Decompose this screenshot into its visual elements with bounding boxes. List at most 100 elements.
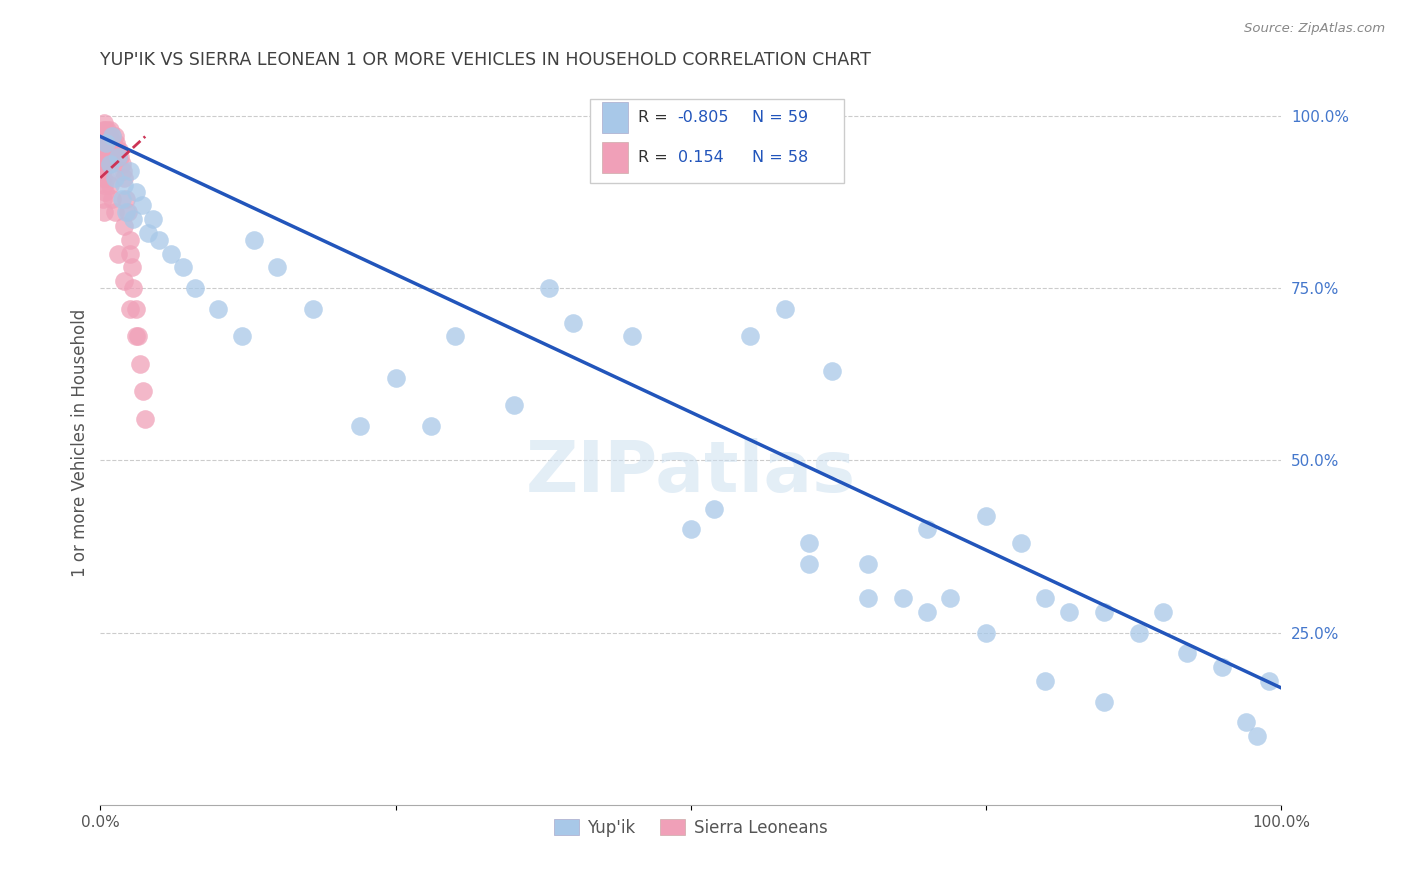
Point [112,274,135,288]
Y-axis label: 1 or more Vehicles in Household: 1 or more Vehicles in Household [72,309,89,577]
Text: N = 58: N = 58 [752,150,808,165]
Point [915,605,938,619]
Point [125,329,148,343]
Point [100,136,122,151]
Point [243,233,266,247]
Point [1246,729,1268,743]
Point [105,143,128,157]
Point [129,357,152,371]
Point [1092,695,1115,709]
Point [107,150,129,164]
Point [96,129,118,144]
Point [131,198,153,212]
Point [110,157,132,171]
Text: N = 59: N = 59 [752,110,808,125]
Point [91,192,114,206]
Point [98,122,121,136]
Text: ZIPatlas: ZIPatlas [526,438,856,507]
Point [1234,715,1257,730]
Point [856,591,879,606]
Point [184,281,207,295]
Point [125,185,148,199]
Point [96,136,118,151]
Point [112,178,135,192]
Point [101,129,124,144]
Point [1258,673,1281,688]
Point [103,170,125,185]
Point [974,625,997,640]
FancyBboxPatch shape [591,99,844,183]
Point [90,164,112,178]
Point [98,157,121,171]
Point [679,522,702,536]
Point [122,212,145,227]
Point [103,136,125,151]
Point [91,170,114,185]
Point [136,226,159,240]
Point [207,301,229,316]
Point [90,129,112,144]
Point [104,136,127,151]
Point [561,316,583,330]
Point [98,150,121,164]
Point [620,329,643,343]
Point [96,143,118,157]
Point [121,260,143,275]
Point [94,185,117,199]
Point [266,260,288,275]
Point [91,122,114,136]
Point [93,205,115,219]
Text: R =: R = [637,110,672,125]
Point [302,301,325,316]
Point [103,129,125,144]
Point [118,233,141,247]
Point [110,150,132,164]
Point [160,246,183,260]
Point [107,150,129,164]
Point [1128,625,1150,640]
Point [117,205,139,219]
Point [1033,673,1056,688]
Point [118,164,141,178]
Point [96,170,118,185]
Point [112,170,135,185]
Point [703,501,725,516]
Point [101,129,124,144]
Point [103,205,125,219]
Point [93,178,115,192]
Point [110,192,132,206]
Point [111,164,134,178]
Text: YUP'IK VS SIERRA LEONEAN 1 OR MORE VEHICLES IN HOUSEHOLD CORRELATION CHART: YUP'IK VS SIERRA LEONEAN 1 OR MORE VEHIC… [100,51,872,69]
Point [96,122,118,136]
Point [172,260,194,275]
Point [443,329,465,343]
Point [537,281,560,295]
Point [384,370,406,384]
Point [93,116,115,130]
Point [134,412,156,426]
Point [94,122,117,136]
Point [94,136,117,151]
Point [797,536,820,550]
Text: 0.154: 0.154 [678,150,724,165]
Point [101,192,124,206]
Text: R =: R = [637,150,678,165]
Point [96,150,118,164]
Point [93,143,115,157]
Point [738,329,761,343]
Point [1010,536,1032,550]
Point [118,301,141,316]
Point [1033,591,1056,606]
Point [94,157,117,171]
Point [125,301,148,316]
Text: Source: ZipAtlas.com: Source: ZipAtlas.com [1244,22,1385,36]
Bar [602,103,628,133]
Point [107,246,129,260]
Point [115,192,138,206]
Point [122,281,145,295]
Point [1211,660,1233,674]
Point [98,178,121,192]
Point [420,419,443,434]
Point [132,384,155,399]
Point [127,329,149,343]
